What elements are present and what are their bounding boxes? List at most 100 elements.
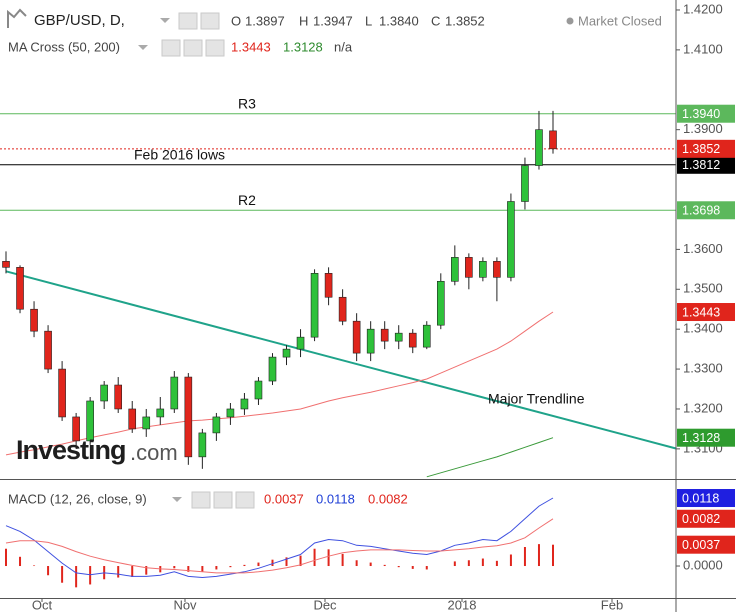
macd-study: MACD (12, 26, close, 9) [8, 491, 147, 506]
candle-body [268, 356, 277, 382]
watermark-suffix: .com [130, 440, 178, 465]
candle-body [226, 408, 235, 418]
overlay: Investing .com GBP/USD, D, O 1.3897 H 1.… [0, 2, 720, 509]
settings-icon[interactable] [213, 491, 233, 509]
ma-box-label: 1.3128 [682, 431, 720, 445]
candle-body [380, 328, 389, 342]
candle-body [521, 165, 529, 202]
level-box-label: 1.3812 [682, 158, 720, 172]
y-tick-label: 1.3500 [683, 281, 723, 296]
high-value: 1.3947 [313, 13, 353, 28]
eye-icon[interactable] [161, 39, 181, 57]
last-price-box [677, 139, 735, 158]
ma-value: 1.3443 [231, 39, 271, 54]
close-value: 1.3852 [445, 13, 485, 28]
macd-value: 0.0037 [264, 491, 304, 506]
dropdown[interactable] [160, 18, 170, 23]
candle-body [366, 328, 375, 354]
candle-body [282, 348, 291, 358]
low-label: L [365, 13, 372, 28]
macd-box [677, 489, 735, 508]
candle-body [324, 273, 333, 298]
level-box [677, 104, 735, 123]
y-tick-label: 0.0000 [683, 557, 723, 572]
x-tick-label: Feb [601, 597, 623, 612]
watermark: Investing [16, 435, 126, 465]
marks: Major Trendline R3 Feb 2016 lows R2 [0, 95, 677, 588]
open-value: 1.3897 [245, 13, 285, 28]
candle-body [184, 376, 193, 458]
high-label: H [299, 13, 308, 28]
candle-body [128, 408, 137, 430]
y-tick-label: 1.3400 [683, 321, 723, 336]
x-tick-label: Dec [313, 597, 337, 612]
candle-body [114, 384, 123, 410]
open-label: O [231, 13, 241, 28]
settings-icon[interactable] [183, 39, 203, 57]
eye-icon[interactable] [178, 12, 198, 30]
candle-body [100, 384, 108, 402]
candle-body [2, 261, 10, 268]
trendline [5, 270, 677, 450]
dropdown[interactable] [172, 497, 182, 502]
candle-body [30, 308, 38, 332]
candle-body [142, 416, 151, 430]
ma-value: n/a [334, 39, 353, 54]
eye-icon[interactable] [191, 491, 211, 509]
candle-body [198, 432, 207, 458]
candle-body [451, 257, 459, 282]
candle-body [436, 280, 445, 326]
level-box-label: 1.3940 [682, 107, 720, 121]
macd-line [5, 518, 554, 574]
candle-body [58, 368, 66, 418]
candle-body [170, 376, 179, 410]
histogram-box-label: 0.0037 [682, 538, 720, 552]
candle-body [479, 261, 487, 278]
macd-value: 0.0118 [316, 491, 355, 506]
market-status: Market Closed [578, 13, 662, 28]
level-box [677, 155, 735, 174]
moving-average [5, 311, 554, 456]
ma-value: 1.3128 [283, 39, 323, 54]
level-label: R3 [238, 95, 256, 111]
low-value: 1.3840 [379, 13, 419, 28]
moving-average [426, 437, 554, 478]
macd-box-label: 0.0118 [682, 491, 719, 505]
macd-value: 0.0082 [368, 491, 408, 506]
candle-body [507, 201, 515, 278]
macd-box [677, 509, 735, 528]
level-label: Feb 2016 lows [134, 146, 225, 162]
y-tick-label: 1.3600 [683, 241, 723, 256]
y-tick-label: 1.4200 [683, 1, 723, 16]
close-icon[interactable] [235, 491, 255, 509]
level-box-label: 1.3698 [682, 204, 720, 218]
last-price-box-label: 1.3852 [682, 142, 720, 156]
x-tick-label: 2018 [448, 597, 477, 612]
histogram-box [677, 535, 735, 554]
legend-backdrop [0, 2, 720, 64]
symbol-icon [7, 8, 27, 28]
dropdown[interactable] [138, 45, 148, 50]
candle-body [535, 129, 543, 166]
x-tick-label: Oct [32, 597, 53, 612]
candle-body [394, 332, 403, 342]
ma-study: MA Cross (50, 200) [8, 39, 120, 54]
candle-body [156, 408, 165, 418]
trendline-label: Major Trendline [488, 391, 585, 407]
candle-body [408, 332, 417, 348]
candle-body [240, 398, 249, 410]
candle-body [72, 416, 80, 442]
symbol: GBP/USD, D, [34, 12, 125, 29]
ma-box-label: 1.3443 [682, 305, 720, 319]
settings-icon[interactable] [200, 12, 220, 30]
candle-body [44, 330, 52, 370]
candle-body [352, 320, 361, 354]
candle-body [86, 400, 94, 442]
ma-box [677, 303, 735, 322]
candle-body [212, 416, 221, 434]
ma-box [677, 428, 735, 447]
candle-body [310, 273, 319, 338]
candle-body [296, 336, 305, 350]
close-icon[interactable] [205, 39, 225, 57]
